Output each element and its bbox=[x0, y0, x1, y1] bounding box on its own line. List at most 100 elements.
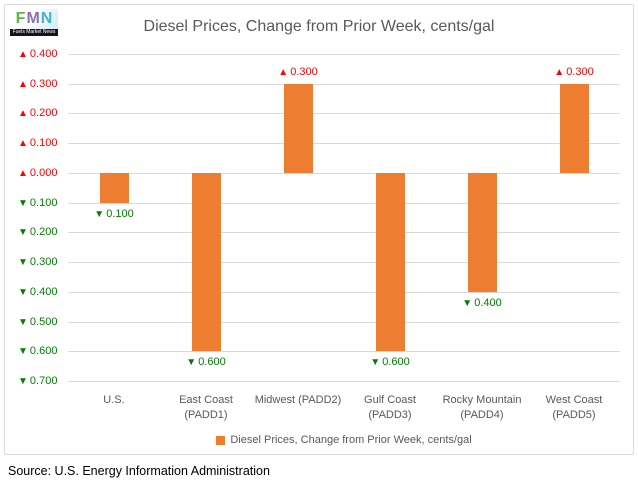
y-tick-value: 0.700 bbox=[29, 375, 58, 387]
data-label-value: 0.400 bbox=[474, 296, 502, 309]
y-tick-label: ▲ 0.200 bbox=[18, 105, 57, 121]
down-triangle-icon: ▼ bbox=[462, 297, 473, 309]
data-label: ▲ 0.300 bbox=[532, 66, 616, 78]
gridline bbox=[68, 321, 620, 323]
y-tick-value: 0.200 bbox=[29, 107, 58, 120]
gridline bbox=[68, 143, 620, 145]
bar-east-coast-padd1 bbox=[191, 172, 221, 352]
y-tick-label: ▲ 0.400 bbox=[18, 46, 57, 62]
y-tick-value: 0.100 bbox=[29, 137, 58, 150]
x-category-label-line: East Coast bbox=[179, 394, 233, 406]
y-tick-label: ▲ 0.100 bbox=[18, 135, 57, 151]
x-category-label: West Coast (PADD5) bbox=[524, 393, 624, 423]
x-category-label-line: (PADD4) bbox=[460, 409, 504, 421]
y-tick-value: 0.000 bbox=[29, 166, 58, 179]
gridline bbox=[68, 172, 620, 174]
gridline bbox=[68, 202, 620, 204]
down-triangle-icon: ▼ bbox=[18, 286, 28, 298]
y-tick-label: ▼ 0.500 bbox=[18, 314, 57, 330]
y-tick-value: 0.200 bbox=[29, 226, 58, 239]
logo-caption: Fuels Market News bbox=[10, 29, 58, 36]
gridline bbox=[68, 54, 620, 55]
data-label: ▲ 0.300 bbox=[256, 66, 340, 78]
source-note: Source: U.S. Energy Information Administ… bbox=[8, 464, 270, 478]
bar-u-s bbox=[99, 172, 129, 203]
down-triangle-icon: ▼ bbox=[18, 227, 28, 239]
x-category-label-line: (PADD1) bbox=[184, 409, 228, 421]
chart-title: Diesel Prices, Change from Prior Week, c… bbox=[143, 18, 495, 35]
bar-gulf-coast-padd3 bbox=[375, 172, 405, 352]
gridline bbox=[68, 83, 620, 85]
logo-letter-n: N bbox=[40, 10, 53, 27]
chart-panel: F M N Fuels Market News Diesel Prices, C… bbox=[4, 4, 634, 455]
down-triangle-icon: ▼ bbox=[18, 346, 28, 358]
data-label-value: 0.600 bbox=[198, 356, 226, 369]
y-tick-value: 0.300 bbox=[29, 77, 58, 90]
logo-letter-f: F bbox=[15, 10, 26, 27]
up-triangle-icon: ▲ bbox=[18, 138, 28, 150]
legend-label: Diesel Prices, Change from Prior Week, c… bbox=[230, 434, 472, 446]
x-category-label-line: (PADD3) bbox=[368, 409, 412, 421]
gridline bbox=[68, 351, 620, 353]
y-tick-value: 0.400 bbox=[29, 48, 58, 60]
data-label-value: 0.300 bbox=[290, 65, 318, 78]
x-category-label-line: U.S. bbox=[103, 394, 125, 406]
data-label-value: 0.100 bbox=[106, 207, 134, 220]
up-triangle-icon: ▲ bbox=[18, 108, 28, 120]
x-category-label: East Coast (PADD1) bbox=[156, 393, 256, 423]
x-category-label: U.S. bbox=[64, 393, 164, 408]
bar-west-coast-padd5 bbox=[559, 83, 589, 173]
down-triangle-icon: ▼ bbox=[18, 257, 28, 269]
gridline bbox=[68, 232, 620, 234]
gridline bbox=[68, 381, 620, 382]
x-category-label-line: (PADD5) bbox=[552, 409, 596, 421]
y-tick-value: 0.500 bbox=[29, 315, 58, 328]
data-label: ▼ 0.600 bbox=[164, 356, 248, 368]
legend-marker-swatch bbox=[216, 435, 226, 445]
down-triangle-icon: ▼ bbox=[18, 197, 28, 209]
gridline bbox=[68, 291, 620, 293]
x-category-label-line: Gulf Coast bbox=[364, 394, 416, 406]
x-category-label: Gulf Coast (PADD3) bbox=[340, 393, 440, 423]
bar-midwest-padd2 bbox=[283, 83, 313, 173]
y-tick-label: ▼ 0.700 bbox=[18, 373, 57, 389]
down-triangle-icon: ▼ bbox=[370, 357, 381, 369]
data-label-value: 0.600 bbox=[382, 356, 410, 369]
down-triangle-icon: ▼ bbox=[94, 208, 105, 220]
gridline bbox=[68, 262, 620, 264]
y-tick-label: ▼ 0.200 bbox=[18, 224, 57, 240]
plot-area: ▼ 0.100 ▼ 0.600 ▲ 0.300 ▼ 0.600 ▼ 0.400 ▲ 0.300 bbox=[68, 54, 620, 382]
y-tick-label: ▼ 0.100 bbox=[18, 195, 57, 211]
x-category-label: Rocky Mountain (PADD4) bbox=[432, 393, 532, 423]
bar-rocky-mountain-padd4 bbox=[467, 172, 497, 292]
up-triangle-icon: ▲ bbox=[18, 167, 28, 179]
up-triangle-icon: ▲ bbox=[18, 49, 28, 60]
x-category-label: Midwest (PADD2) bbox=[248, 393, 348, 408]
y-tick-value: 0.300 bbox=[29, 256, 58, 269]
up-triangle-icon: ▲ bbox=[18, 78, 28, 90]
x-category-label-line: Midwest (PADD2) bbox=[254, 394, 342, 406]
logo-letter-m: M bbox=[26, 10, 40, 27]
y-tick-label: ▼ 0.400 bbox=[18, 284, 57, 300]
data-label: ▼ 0.100 bbox=[72, 208, 156, 220]
down-triangle-icon: ▼ bbox=[186, 357, 197, 369]
data-label: ▼ 0.600 bbox=[348, 356, 432, 368]
up-triangle-icon: ▲ bbox=[554, 66, 565, 78]
y-tick-value: 0.400 bbox=[29, 285, 58, 298]
down-triangle-icon: ▼ bbox=[18, 376, 28, 387]
y-tick-label: ▼ 0.300 bbox=[18, 254, 57, 270]
down-triangle-icon: ▼ bbox=[18, 316, 28, 328]
legend: Diesel Prices, Change from Prior Week, c… bbox=[68, 434, 620, 446]
x-category-label-line: Rocky Mountain bbox=[442, 394, 522, 406]
y-tick-label: ▲ 0.300 bbox=[18, 76, 57, 92]
fmn-logo-letters: F M N bbox=[10, 9, 58, 29]
x-category-label-line: West Coast bbox=[545, 394, 603, 406]
data-label-value: 0.300 bbox=[566, 65, 594, 78]
up-triangle-icon: ▲ bbox=[278, 66, 289, 78]
fmn-logo: F M N Fuels Market News bbox=[10, 9, 58, 36]
y-tick-value: 0.600 bbox=[29, 345, 58, 358]
data-label: ▼ 0.400 bbox=[440, 297, 524, 309]
y-tick-value: 0.100 bbox=[29, 196, 58, 209]
y-tick-label: ▼ 0.600 bbox=[18, 343, 57, 359]
gridline bbox=[68, 113, 620, 115]
